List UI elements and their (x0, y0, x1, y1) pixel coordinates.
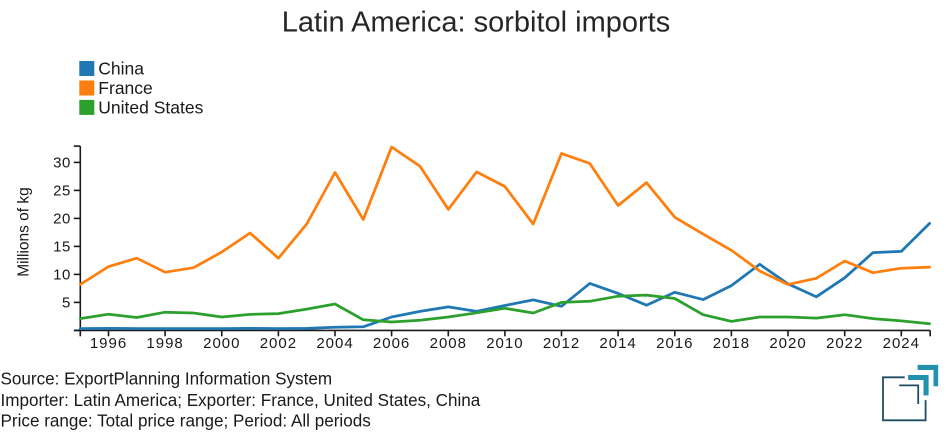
svg-text:15: 15 (53, 239, 71, 256)
svg-text:2000: 2000 (203, 335, 240, 352)
svg-text:2022: 2022 (826, 335, 863, 352)
svg-text:Millions of kg: Millions of kg (16, 187, 33, 277)
svg-text:2016: 2016 (656, 335, 693, 352)
svg-text:Importer: Latin America; Expor: Importer: Latin America; Exporter: Franc… (1, 391, 481, 410)
svg-text:China: China (98, 59, 144, 79)
svg-text:Latin America: sorbitol import: Latin America: sorbitol imports (282, 7, 670, 39)
svg-text:France: France (98, 78, 152, 98)
svg-text:1998: 1998 (146, 335, 183, 352)
svg-text:5: 5 (62, 295, 71, 312)
svg-text:2006: 2006 (373, 335, 410, 352)
svg-text:2010: 2010 (486, 335, 523, 352)
svg-text:30: 30 (53, 155, 71, 172)
svg-text:25: 25 (53, 183, 71, 200)
svg-text:2014: 2014 (599, 335, 636, 352)
svg-text:2018: 2018 (713, 335, 750, 352)
svg-text:2004: 2004 (316, 335, 353, 352)
svg-text:2008: 2008 (430, 335, 467, 352)
svg-text:Price range: Total price range: Price range: Total price range; Period: … (1, 412, 371, 431)
svg-text:United States: United States (98, 98, 203, 118)
svg-text:2002: 2002 (260, 335, 297, 352)
svg-text:2024: 2024 (883, 335, 920, 352)
svg-text:Source: ExportPlanning Informa: Source: ExportPlanning Information Syste… (1, 370, 333, 389)
svg-text:2012: 2012 (543, 335, 580, 352)
svg-text:10: 10 (53, 267, 71, 284)
svg-text:20: 20 (53, 211, 71, 228)
svg-text:2020: 2020 (769, 335, 806, 352)
svg-text:1996: 1996 (90, 335, 127, 352)
